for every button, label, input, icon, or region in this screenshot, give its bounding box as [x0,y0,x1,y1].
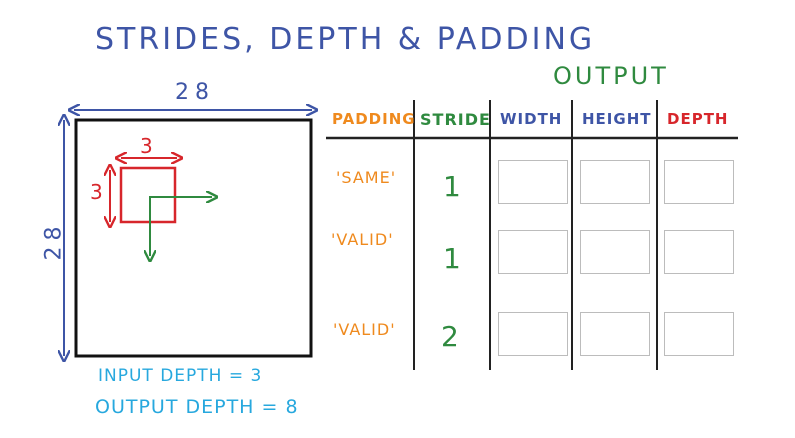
row-3-width-cell [498,312,568,356]
row-1-padding: 'SAME' [336,168,397,187]
header-width: WIDTH [500,110,563,128]
header-depth: DEPTH [667,110,729,128]
kernel-square [119,166,177,224]
row-1-stride: 1 [443,170,461,203]
row-1-height-cell [580,160,650,204]
header-padding: PADDING [332,110,416,128]
header-stride: STRIDE [420,110,491,129]
row-2-depth-cell [664,230,734,274]
row-3-padding: 'VALID' [333,320,396,339]
output-depth-note: OUTPUT DEPTH = 8 [95,396,299,418]
output-label: OUTPUT [553,62,669,90]
row-2-stride: 1 [443,242,461,275]
diagram-title: STRIDES, DEPTH & PADDING [95,22,596,57]
row-1-depth-cell [664,160,734,204]
row-2-padding: 'VALID' [331,230,394,249]
row-2-width-cell [498,230,568,274]
input-image-square [74,118,313,358]
row-3-stride: 2 [441,320,459,353]
kernel-width-label: 3 [140,134,153,158]
row-3-height-cell [580,312,650,356]
row-2-height-cell [580,230,650,274]
input-width-label: 28 [175,80,215,105]
input-depth-note: INPUT DEPTH = 3 [98,366,263,386]
header-height: HEIGHT [582,110,652,128]
kernel-height-label: 3 [90,180,103,204]
row-3-depth-cell [664,312,734,356]
input-height-label: 28 [41,220,67,261]
row-1-width-cell [498,160,568,204]
stride-right-arrow [149,197,212,222]
